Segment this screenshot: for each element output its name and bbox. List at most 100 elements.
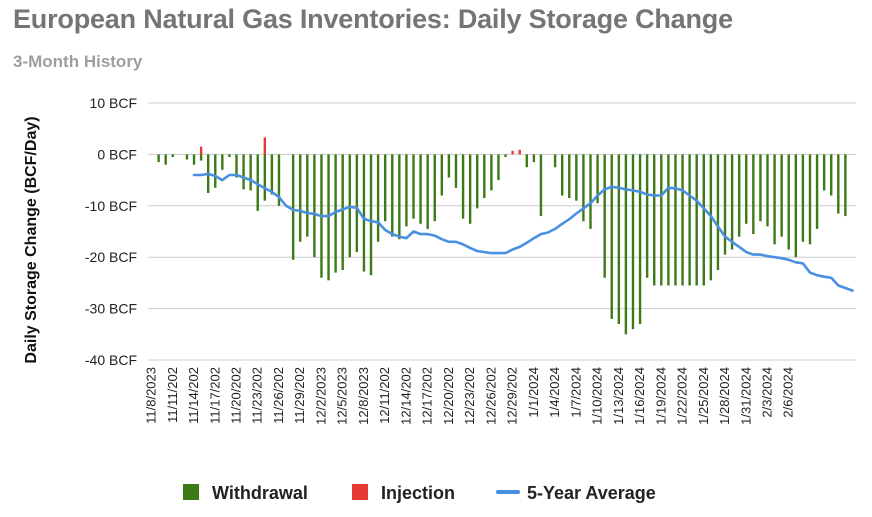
withdrawal-bar [419, 154, 422, 224]
withdrawal-bar [199, 154, 203, 161]
x-tick-label: 1/13/2024 [611, 367, 626, 425]
withdrawal-bar [575, 154, 578, 201]
withdrawal-bar [532, 154, 536, 163]
x-tick-label: 12/20/202 [441, 367, 456, 425]
withdrawal-bar [702, 154, 705, 286]
x-axis-ticks: 11/8/2023 11/11/202 11/14/202 11/17/202 11/2… [144, 367, 796, 425]
withdrawal-bar [291, 154, 295, 260]
withdrawal-bar [638, 154, 642, 325]
chart-subtitle: 3-Month History [13, 52, 143, 71]
withdrawal-bar [497, 154, 500, 181]
withdrawal-bar [716, 154, 720, 271]
x-tick-label: 11/23/202 [250, 367, 265, 424]
withdrawal-bar [759, 154, 762, 222]
x-tick-label: 2/6/2024 [781, 367, 796, 418]
withdrawal-bar [830, 154, 833, 196]
withdrawal-bar [398, 154, 401, 240]
withdrawal-bar [242, 154, 245, 190]
withdrawal-bar [723, 154, 727, 255]
withdrawal-bar [376, 154, 380, 242]
withdrawal-bar [794, 154, 798, 258]
withdrawal-bar [164, 154, 167, 165]
injection-bar [263, 137, 267, 155]
withdrawal-bar [306, 154, 309, 237]
withdrawal-bar [468, 154, 472, 224]
withdrawal-bar [221, 154, 224, 170]
withdrawal-bar [362, 154, 366, 272]
x-tick-label: 12/2/2023 [313, 367, 328, 425]
x-tick-label: 12/8/2023 [356, 367, 371, 425]
legend-swatch-withdrawal [183, 484, 199, 500]
withdrawal-bar [688, 154, 691, 286]
bar-series [157, 137, 847, 335]
withdrawal-bar [405, 154, 408, 227]
average-line [192, 172, 854, 292]
withdrawal-bar [525, 154, 528, 168]
withdrawal-bar [674, 154, 677, 286]
withdrawal-bar [568, 154, 571, 199]
withdrawal-bar [773, 154, 776, 245]
withdrawal-bar [412, 154, 415, 219]
withdrawal-bar [157, 154, 160, 163]
withdrawal-bar [752, 154, 755, 235]
withdrawal-bar [837, 154, 840, 214]
withdrawal-bar [171, 154, 174, 157]
withdrawal-bar [355, 154, 359, 253]
withdrawal-bar [185, 154, 189, 160]
y-axis-label: Daily Storage Change (BCF/Day) [23, 116, 40, 363]
injection-bar [518, 149, 521, 155]
withdrawal-bar [730, 154, 734, 250]
withdrawal-bar [504, 154, 507, 157]
x-tick-label: 11/8/2023 [144, 367, 159, 424]
withdrawal-bar [214, 154, 217, 188]
withdrawal-bar [653, 154, 656, 286]
withdrawal-bar [660, 154, 663, 286]
withdrawal-bar [256, 154, 259, 211]
withdrawal-bar [695, 154, 698, 286]
withdrawal-bar [483, 154, 486, 199]
x-tick-label: 1/25/2024 [696, 367, 711, 425]
withdrawal-bar [490, 154, 493, 191]
y-tick-label: -40 BCF [85, 352, 137, 368]
withdrawal-bar [667, 154, 670, 286]
withdrawal-bar [582, 154, 585, 222]
x-tick-label: 12/17/202 [420, 367, 435, 425]
withdrawal-bar [454, 154, 458, 188]
withdrawal-bar [461, 154, 465, 219]
y-tick-label: -30 BCF [85, 301, 137, 317]
withdrawal-bar [553, 154, 557, 168]
x-tick-label: 1/10/2024 [590, 367, 605, 425]
withdrawal-bar [313, 154, 316, 258]
x-tick-label: 1/22/2024 [675, 367, 690, 425]
y-tick-label: -20 BCF [85, 249, 137, 265]
withdrawal-bar [780, 154, 783, 237]
x-tick-label: 12/29/202 [505, 367, 520, 425]
withdrawal-bar [844, 154, 847, 217]
x-tick-label: 11/29/202 [292, 367, 307, 424]
withdrawal-bar [263, 154, 267, 201]
withdrawal-bar [766, 154, 769, 227]
withdrawal-bar [235, 154, 238, 178]
x-tick-label: 1/7/2024 [568, 367, 583, 418]
y-tick-label: 0 BCF [97, 146, 137, 162]
x-tick-label: 12/23/202 [462, 367, 477, 425]
chart-title: European Natural Gas Inventories: Daily … [13, 4, 733, 34]
withdrawal-bar [440, 154, 444, 196]
x-tick-label: 1/19/2024 [653, 367, 668, 425]
x-tick-label: 1/1/2024 [526, 367, 541, 418]
injection-bar [511, 150, 514, 155]
legend-label-average: 5-Year Average [527, 483, 656, 503]
withdrawal-bar [560, 154, 564, 196]
withdrawal-bar [476, 154, 479, 209]
withdrawal-bar [596, 154, 599, 204]
withdrawal-bar [391, 154, 394, 237]
withdrawal-bar [228, 154, 231, 157]
withdrawal-bar [737, 154, 741, 237]
legend-label-withdrawal: Withdrawal [212, 483, 308, 503]
withdrawal-bar [270, 154, 274, 195]
withdrawal-bar [645, 154, 649, 278]
legend: Withdrawal Injection 5-Year Average [183, 483, 656, 503]
average-line-series [192, 172, 854, 292]
withdrawal-bar [610, 154, 613, 319]
